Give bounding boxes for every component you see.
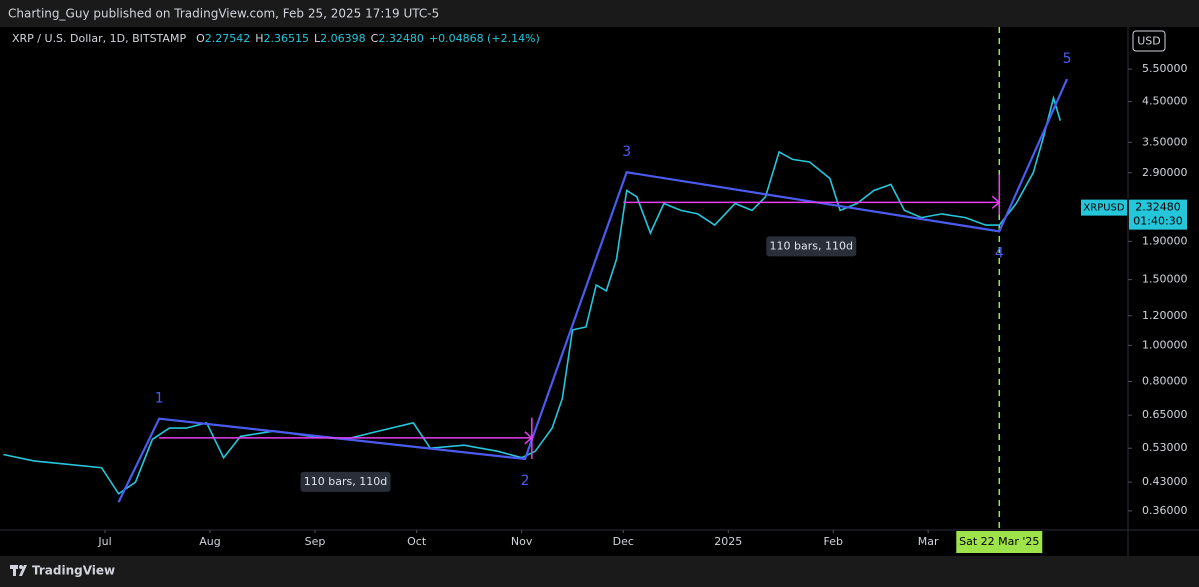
change: +0.04868 (+2.14%): [429, 32, 540, 45]
x-tick-label: Feb: [824, 535, 843, 548]
y-tick-label: 0.53000: [1142, 441, 1188, 454]
ohlc-label: C: [371, 32, 379, 45]
publisher: Charting_Guy published on TradingView.co…: [8, 7, 439, 21]
wave-label: 3: [622, 144, 631, 160]
x-tick-label: Mar: [918, 535, 939, 548]
date-tag-text: Sat 22 Mar '25: [959, 535, 1039, 548]
brand: TradingView: [32, 564, 115, 578]
y-tick-label: 0.36000: [1142, 504, 1188, 517]
ohlc-value: 2.36515: [264, 32, 310, 45]
y-tick-label: 2.90000: [1142, 166, 1188, 179]
price-tag-text: 2.32480: [1135, 201, 1181, 214]
price-line: [3, 95, 1062, 495]
measure-box: [766, 236, 857, 257]
y-tick-label: 5.50000: [1142, 62, 1188, 75]
measure-label: 110 bars, 110d: [770, 239, 853, 252]
x-tick-label: Sep: [305, 535, 326, 548]
symbol-tag-text: XRPUSD: [1083, 203, 1124, 214]
x-tick-label: Nov: [511, 535, 533, 548]
currency-button[interactable]: [1132, 30, 1166, 52]
y-tick-label: 1.00000: [1142, 338, 1188, 351]
measure-box: [300, 471, 391, 492]
y-tick-label: 3.50000: [1142, 135, 1188, 148]
ohlc-label: O: [196, 32, 205, 45]
symbol-tag: [1081, 199, 1127, 216]
measure-arrow: [524, 431, 533, 445]
x-tick-label: 2025: [714, 535, 742, 548]
wave-line: [117, 78, 1069, 503]
tv-logo: [10, 565, 27, 576]
x-tick-label: Aug: [199, 535, 220, 548]
wave-label: 2: [521, 473, 530, 489]
y-tick-label: 1.90000: [1142, 234, 1188, 247]
y-tick-label: 0.80000: [1142, 375, 1188, 388]
ohlc-label: L: [314, 32, 321, 45]
y-tick-label: 4.50000: [1142, 95, 1188, 108]
y-tick-label: 1.20000: [1142, 309, 1188, 322]
y-tick-label: 0.43000: [1142, 475, 1188, 488]
price-tag: [1129, 199, 1187, 230]
wave-label: 4: [995, 245, 1004, 261]
date-tag: [956, 531, 1043, 553]
ohlc-value: 2.06398: [320, 32, 366, 45]
ohlc-value: 2.27542: [205, 32, 251, 45]
y-tick-label: 0.65000: [1142, 408, 1188, 421]
x-tick-label: Dec: [613, 535, 634, 548]
ohlc-label: H: [255, 32, 263, 45]
symbol: XRP / U.S. Dollar, 1D, BITSTAMP: [12, 32, 186, 45]
header-bar: [0, 0, 1199, 27]
measure-label: 110 bars, 110d: [304, 475, 387, 488]
wave-label: 1: [155, 391, 164, 407]
x-tick-label: Jul: [97, 535, 111, 548]
x-tick-label: Oct: [407, 535, 427, 548]
ohlc-value: 2.32480: [378, 32, 424, 45]
countdown: 01:40:30: [1133, 215, 1182, 228]
legend: XRP / U.S. Dollar, 1D, BITSTAMP O 2.27542…: [12, 32, 540, 45]
y-tick-label: 1.50000: [1142, 273, 1188, 286]
measure-arrow: [991, 195, 1001, 209]
footer-bar: [0, 556, 1199, 587]
currency: USD: [1137, 35, 1161, 48]
wave-label: 5: [1063, 51, 1072, 67]
